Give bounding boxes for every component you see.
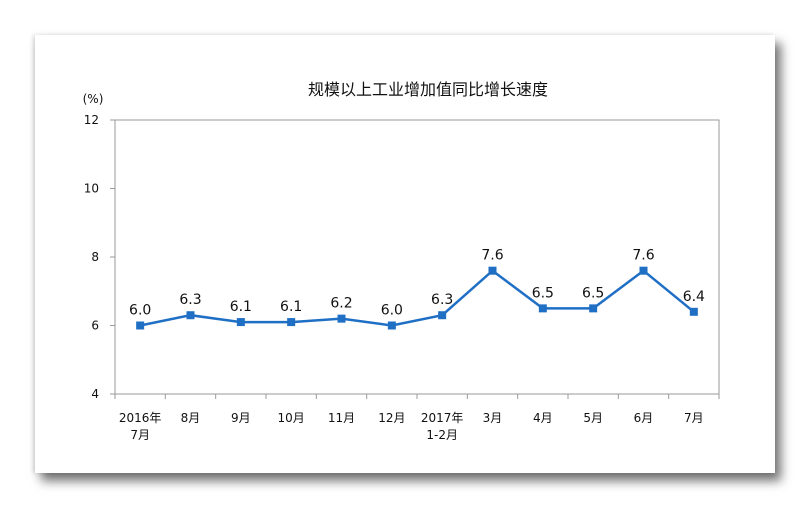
x-tick-label: 3月 <box>483 411 503 425</box>
data-point <box>387 321 396 330</box>
data-point <box>438 311 447 320</box>
data-label: 6.5 <box>582 285 604 301</box>
data-point <box>337 314 346 323</box>
data-label: 6.0 <box>381 303 403 319</box>
data-label: 6.5 <box>532 285 554 301</box>
y-axis-unit: (%) <box>83 92 104 106</box>
data-point <box>589 304 598 313</box>
data-label: 6.1 <box>230 299 252 315</box>
y-axis: 4 6 8 10 12 <box>84 113 115 401</box>
x-tick-label: 2016年 7月 <box>119 411 162 442</box>
data-point <box>639 266 648 275</box>
data-point <box>689 307 698 316</box>
x-tick-label: 7月 <box>684 411 704 425</box>
data-point <box>488 266 497 275</box>
chart-title: 规模以上工业增加值同比增长速度 <box>308 80 548 99</box>
x-tick-label: 8月 <box>181 411 201 425</box>
data-point <box>236 318 245 327</box>
data-label: 6.4 <box>683 289 705 305</box>
series-line <box>139 269 695 327</box>
data-point <box>538 304 547 313</box>
data-label: 6.0 <box>129 303 151 319</box>
data-label: 6.3 <box>431 292 453 308</box>
x-tick-label: 11月 <box>328 411 355 425</box>
y-tick-label: 10 <box>84 182 99 196</box>
data-labels: 6.0 6.3 6.1 6.1 6.2 6.0 6.3 7.6 6.5 6.5 7.6 6.4 <box>129 248 705 319</box>
series-markers <box>136 266 698 330</box>
data-label: 7.6 <box>632 248 654 264</box>
x-tick-label: 10月 <box>278 411 305 425</box>
chart-card <box>35 35 775 473</box>
x-tick-label: 9月 <box>231 411 251 425</box>
data-point <box>287 318 296 327</box>
x-tick-label: 2017年 1-2月 <box>421 411 464 442</box>
x-tick-label: 5月 <box>583 411 603 425</box>
x-tick-label: 12月 <box>378 411 405 425</box>
plot-area <box>114 119 720 395</box>
data-label: 6.1 <box>280 299 302 315</box>
x-axis: 2016年 7月 8月 9月 10月 11月 12月 2017年 1-2月 3月 4月 5月 6月 7月 <box>114 394 720 442</box>
y-tick-label: 4 <box>91 387 99 401</box>
x-tick-label: 4月 <box>533 411 553 425</box>
data-point <box>136 321 145 330</box>
y-tick-label: 12 <box>84 113 99 127</box>
data-label: 6.2 <box>330 296 352 312</box>
data-label: 7.6 <box>481 248 503 264</box>
x-tick-label: 6月 <box>634 411 654 425</box>
y-tick-label: 8 <box>91 250 99 264</box>
data-point <box>186 311 195 320</box>
data-label: 6.3 <box>179 292 201 308</box>
y-tick-label: 6 <box>91 319 99 333</box>
